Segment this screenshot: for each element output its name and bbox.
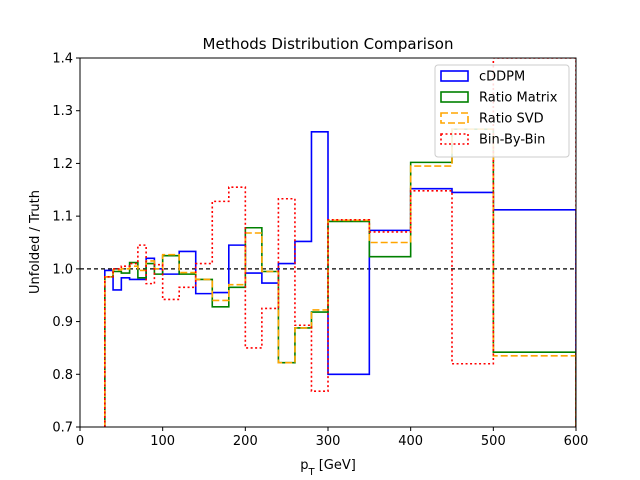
x-tick-label: 0 <box>76 434 84 449</box>
legend-label: cDDPM <box>479 70 525 85</box>
legend-handle-bin-by-bin <box>440 133 469 145</box>
chart-title: Methods Distribution Comparison <box>203 35 454 53</box>
y-axis-label: Unfolded / Truth <box>28 190 43 294</box>
legend-label: Ratio Matrix <box>479 91 558 106</box>
legend-handle-ratio-svd <box>440 112 469 124</box>
x-tick-label: 500 <box>481 434 506 449</box>
y-tick-label: 0.8 <box>52 368 73 383</box>
x-axis-label-sub: T <box>307 467 315 478</box>
x-axis-label-main: p <box>300 458 308 473</box>
y-tick-label: 0.7 <box>52 421 73 436</box>
x-tick-label: 200 <box>233 434 258 449</box>
legend: cDDPM Ratio Matrix Ratio SVD Bin-By-Bin <box>434 64 570 158</box>
y-tick-label: 1.3 <box>52 104 73 119</box>
series-line-ratio-matrix <box>104 128 576 427</box>
y-tick-label: 0.9 <box>52 315 73 330</box>
plot-area <box>80 58 576 427</box>
x-tick-label: 100 <box>150 434 175 449</box>
y-tick-label: 1.4 <box>52 52 73 67</box>
y-tick-label: 1.0 <box>52 262 73 277</box>
x-tick-label: 300 <box>316 434 341 449</box>
legend-handle-cddpm <box>440 70 469 82</box>
y-tick-label: 1.2 <box>52 157 73 172</box>
x-tick-label: 400 <box>398 434 423 449</box>
legend-label: Bin-By-Bin <box>479 133 545 148</box>
legend-handle-ratio-matrix <box>440 91 469 103</box>
x-axis-label: pT [GeV] <box>300 458 356 478</box>
series-line-cddpm <box>104 131 576 427</box>
axes: 0 100 200 300 400 500 600 0.7 0.8 0.9 1.0 1.1 1.2 1.3… <box>52 52 588 450</box>
series-line-ratio-svd <box>104 128 576 427</box>
y-tick-label: 1.1 <box>52 210 73 225</box>
x-tick-label: 600 <box>564 434 589 449</box>
legend-label: Ratio SVD <box>479 112 544 127</box>
x-axis-label-rest: [GeV] <box>315 458 356 473</box>
